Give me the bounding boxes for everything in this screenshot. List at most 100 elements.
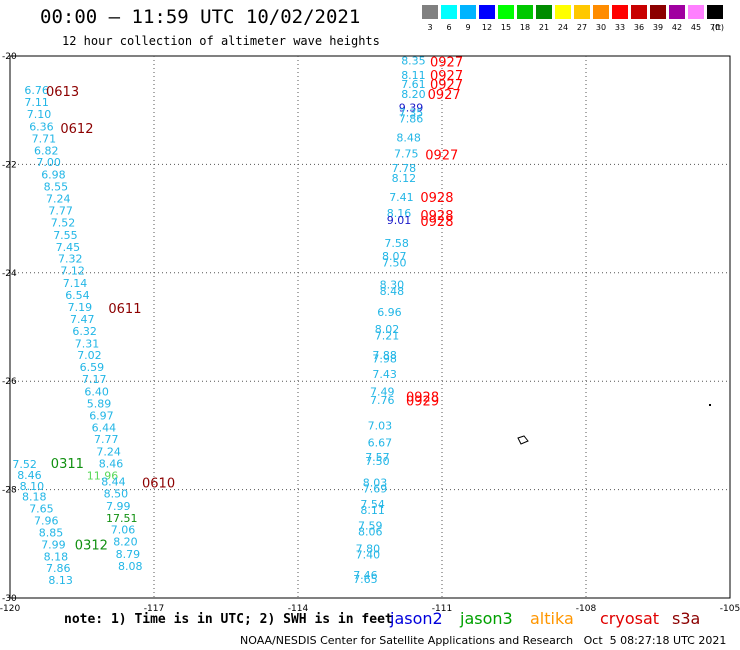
wave-height-value: 7.88 — [372, 349, 397, 362]
wave-height-value: 7.17 — [82, 373, 107, 386]
satellite-legend-altika: altika — [530, 609, 574, 628]
wave-height-value: 7.45 — [56, 241, 81, 254]
wave-height-value: 8.06 — [358, 525, 383, 538]
wave-height-value: 11.96 — [87, 470, 119, 483]
wave-height-value: 8.46 — [17, 469, 42, 482]
wave-height-value: 7.77 — [94, 433, 119, 446]
lon-tick-label: -117 — [144, 604, 164, 614]
wave-height-value: 6.32 — [72, 325, 97, 338]
lat-tick-label: -30 — [2, 594, 17, 604]
color-swatch-label: 21 — [538, 23, 550, 32]
wave-height-value: 8.07 — [382, 250, 407, 263]
wave-height-value: 9.01 — [387, 214, 412, 227]
wave-height-value: 7.21 — [375, 330, 400, 343]
wave-height-value: 6.59 — [80, 361, 105, 374]
lat-tick-label: -22 — [2, 160, 17, 170]
color-swatch-label: 27 — [576, 23, 588, 32]
wave-height-value: 8.35 — [401, 54, 426, 67]
time-label: 0612 — [60, 122, 93, 137]
color-swatch — [422, 5, 438, 19]
wave-height-value: 8.18 — [22, 491, 47, 504]
wave-height-value: 7.41 — [389, 191, 414, 204]
island-marks — [517, 404, 711, 445]
wave-height-value: 9.39 — [399, 101, 424, 114]
map-subtitle: 12 hour collection of altimeter wave hei… — [62, 34, 380, 48]
time-label: 0927 — [425, 149, 458, 164]
wave-height-value: 6.96 — [377, 306, 402, 319]
color-swatch-label: 12 — [481, 23, 493, 32]
lon-tick-label: -111 — [432, 604, 452, 614]
wave-height-value: 7.02 — [77, 349, 102, 362]
lon-tick-label: -120 — [0, 604, 20, 614]
lat-tick-label: -28 — [2, 486, 17, 496]
wave-height-value: 8.55 — [44, 181, 69, 194]
time-label: 0927 — [428, 88, 461, 103]
wave-height-value: 8.18 — [44, 550, 69, 563]
time-label: 0312 — [75, 538, 108, 553]
time-label: 0311 — [51, 457, 84, 472]
wave-height-value: 6.54 — [65, 289, 90, 302]
axis-labels: -120 -117 -114 -111 -108 -105 -20 -22 -24 -26 -28 -… — [0, 52, 740, 614]
time-label: 0927 — [430, 78, 463, 93]
satellite-legend-jason2: jason2 — [390, 609, 443, 628]
wave-height-value: 7.58 — [384, 237, 409, 250]
time-label: 0928 — [420, 191, 453, 206]
wave-height-value: 6.97 — [89, 409, 114, 422]
wave-height-value: 6.98 — [41, 169, 65, 182]
wave-height-value: 7.24 — [96, 446, 121, 459]
wave-height-value: 7.80 — [356, 543, 381, 556]
color-swatch — [498, 5, 514, 19]
color-swatch — [650, 5, 666, 19]
time-label: 0928 — [420, 209, 453, 224]
wave-height-value: 8.02 — [375, 323, 400, 336]
wave-height-value: 7.03 — [368, 420, 393, 433]
color-swatch-label: 15 — [500, 23, 512, 32]
wave-height-value: 6.67 — [368, 436, 393, 449]
wave-height-value: 7.12 — [60, 265, 85, 278]
wave-height-value: 7.52 — [51, 216, 76, 229]
color-scale-unit: (ft) — [712, 23, 725, 32]
wave-height-value: 8.30 — [380, 279, 405, 292]
wave-height-value: 8.44 — [101, 475, 126, 488]
wave-height-value: 8.79 — [116, 548, 141, 561]
wave-height-value: 8.03 — [363, 477, 388, 490]
wave-height-value: 6.82 — [34, 144, 59, 157]
time-label: 0928 — [420, 215, 453, 230]
lon-tick-label: -105 — [720, 604, 740, 614]
color-swatch — [669, 5, 685, 19]
color-swatch-label: 70 — [709, 23, 721, 32]
wave-height-value: 7.54 — [360, 498, 385, 511]
wave-height-value: 7.65 — [353, 573, 378, 586]
color-swatch-label: 39 — [652, 23, 664, 32]
wave-height-value: 7.77 — [48, 204, 73, 217]
color-swatch — [707, 5, 723, 19]
wave-height-value: 7.14 — [63, 277, 88, 290]
wave-height-value: 7.19 — [68, 301, 93, 314]
color-swatch-label: 3 — [427, 23, 433, 32]
note-text: note: 1) Time is in UTC; 2) SWH is in fe… — [64, 612, 393, 627]
time-labels: 0613061206110610031103120927092709270927… — [46, 55, 463, 553]
wave-height-value: 6.76 — [24, 84, 49, 97]
wave-height-value: 7.75 — [394, 148, 419, 161]
wave-height-value: 8.48 — [396, 131, 421, 144]
wave-height-value: 8.13 — [48, 574, 73, 587]
wave-height-value: 6.36 — [29, 120, 54, 133]
wave-height-value: 8.12 — [392, 172, 417, 185]
wave-height-value: 7.11 — [24, 96, 49, 109]
color-swatch — [593, 5, 609, 19]
time-label: 0927 — [430, 69, 463, 84]
map-grid — [10, 56, 730, 598]
color-swatch — [688, 5, 704, 19]
wave-height-value: 7.61 — [401, 78, 426, 91]
color-swatch — [517, 5, 533, 19]
wave-height-value: 7.98 — [372, 352, 397, 365]
wave-height-value: 7.96 — [34, 514, 59, 527]
wave-height-value: 7.52 — [12, 458, 37, 471]
wave-height-value: 17.51 — [106, 512, 138, 525]
color-swatch-label: 36 — [633, 23, 645, 32]
color-swatch — [555, 5, 571, 19]
wave-height-value: 6.44 — [92, 421, 117, 434]
time-label: 0611 — [108, 302, 141, 317]
wave-height-value: 7.47 — [70, 313, 95, 326]
